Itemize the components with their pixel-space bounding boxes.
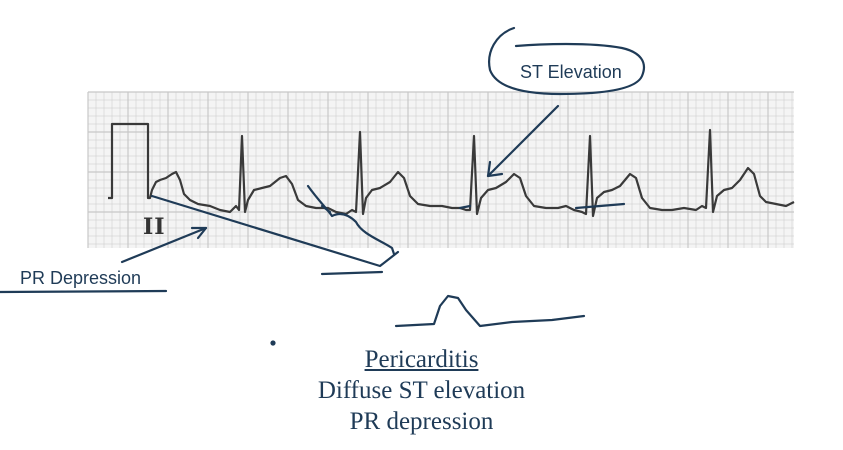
st-elevation-label: ST Elevation <box>520 62 622 82</box>
tick-mark-2 <box>458 204 472 210</box>
pr-depression-arrow <box>120 226 208 264</box>
st-elevation-arrowhead <box>486 160 504 178</box>
stray-dot <box>270 340 276 346</box>
lead-label: II <box>143 214 166 240</box>
pr-depression-arrowhead <box>190 226 208 240</box>
caption-block: Pericarditis Diffuse ST elevation PR dep… <box>0 344 843 437</box>
tick-mark-3 <box>574 202 626 210</box>
tick-mark-1 <box>320 204 332 214</box>
st-sketch-shape <box>394 294 586 328</box>
caption-title: Pericarditis <box>364 346 479 373</box>
ecg-paper <box>88 92 794 248</box>
annotation-strokes <box>0 26 646 346</box>
st-elevation-bubble <box>488 26 646 96</box>
diagonal-line <box>150 194 400 268</box>
pr-depression-label: PR Depression <box>20 268 142 288</box>
pr-depression-underline <box>0 289 168 294</box>
squiggle-mark <box>306 184 396 256</box>
diagonal-line-tail <box>320 270 384 276</box>
caption-line-2: PR depression <box>349 408 494 435</box>
caption-line-1: Diffuse ST elevation <box>317 377 526 404</box>
st-elevation-arrow <box>486 104 560 178</box>
ecg-trace <box>108 122 795 218</box>
